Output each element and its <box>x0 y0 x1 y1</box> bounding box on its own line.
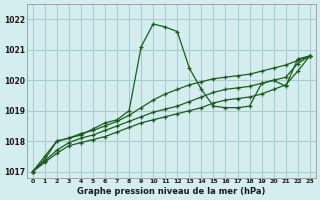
X-axis label: Graphe pression niveau de la mer (hPa): Graphe pression niveau de la mer (hPa) <box>77 187 266 196</box>
